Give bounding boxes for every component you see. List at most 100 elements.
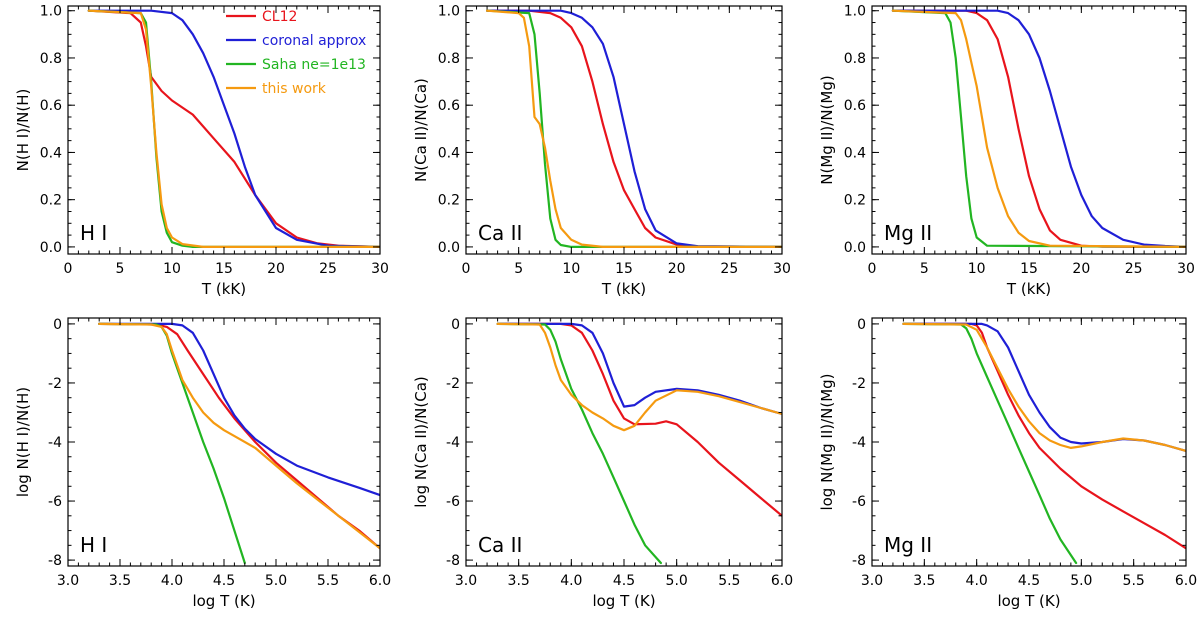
y-tick-label: -8 — [446, 553, 460, 569]
series-line-this-work — [496, 322, 782, 432]
x-tick-label: 25 — [720, 261, 738, 277]
y-tick-label: 0 — [451, 317, 460, 333]
x-tick-label: 20 — [267, 261, 285, 277]
x-tick-label: 3.5 — [109, 573, 131, 589]
series-line-coronal-approx — [98, 322, 380, 497]
y-tick-label: -4 — [852, 435, 866, 451]
series-line-this-work — [891, 9, 1186, 248]
series-line-this-work — [486, 9, 782, 248]
x-tick-label: 20 — [668, 261, 686, 277]
x-tick-label: 4.0 — [560, 573, 582, 589]
y-tick-label: 1.0 — [40, 4, 62, 20]
y-tick-label: -2 — [852, 376, 866, 392]
x-tick-label: 5 — [116, 261, 125, 277]
y-tick-label: 0.0 — [844, 240, 866, 256]
legend-label: this work — [262, 81, 327, 97]
y-axis-title: N(H I)/N(H) — [14, 89, 32, 172]
y-axis-title: N(Mg II)/N(Mg) — [818, 75, 836, 184]
x-tick-label: 0 — [64, 261, 73, 277]
panel-label: H I — [80, 221, 107, 245]
series-line-saha-ne-1e13 — [496, 322, 663, 565]
y-tick-label: -4 — [446, 435, 460, 451]
x-tick-label: 10 — [163, 261, 181, 277]
y-tick-label: -6 — [446, 494, 460, 510]
series-line-saha-ne-1e13 — [902, 322, 1078, 565]
x-axis-title: log T (K) — [192, 592, 255, 610]
y-axis-title: log N(Mg II)/N(Mg) — [818, 373, 836, 510]
y-tick-label: -2 — [446, 376, 460, 392]
legend-label: Saha ne=1e13 — [262, 57, 366, 73]
x-tick-label: 30 — [371, 261, 389, 277]
series-group — [87, 9, 380, 248]
y-axis-title: N(Ca II)/N(Ca) — [412, 78, 430, 182]
y-tick-label: -6 — [48, 494, 62, 510]
series-line-saha-ne-1e13 — [87, 9, 380, 248]
x-axis-title: T (kK) — [1006, 280, 1051, 298]
panel-label: Mg II — [884, 533, 932, 557]
x-tick-label: 5.5 — [1123, 573, 1145, 589]
x-tick-label: 3.0 — [861, 573, 883, 589]
y-tick-label: 0.2 — [438, 193, 460, 209]
y-tick-label: 0.2 — [844, 193, 866, 209]
y-tick-label: 0.8 — [40, 51, 62, 67]
y-tick-label: 0.4 — [40, 145, 62, 161]
y-tick-label: -6 — [852, 494, 866, 510]
x-tick-label: 30 — [773, 261, 791, 277]
series-group — [98, 322, 380, 565]
x-tick-label: 6.0 — [771, 573, 793, 589]
x-tick-label: 3.5 — [508, 573, 530, 589]
series-line-saha-ne-1e13 — [891, 9, 1186, 248]
y-tick-label: 1.0 — [438, 4, 460, 20]
x-tick-label: 15 — [615, 261, 633, 277]
x-axis-title: log T (K) — [592, 592, 655, 610]
y-axis-title: log N(Ca II)/N(Ca) — [412, 376, 430, 507]
x-tick-label: 15 — [1020, 261, 1038, 277]
plot-frame — [465, 317, 783, 567]
x-axis-title: T (kK) — [601, 280, 646, 298]
plot-frame — [465, 5, 783, 255]
series-line-coronal-approx — [496, 322, 782, 416]
series-group — [496, 322, 782, 565]
panel-label: Ca II — [478, 533, 522, 557]
series-group — [902, 322, 1186, 565]
series-line-coronal-approx — [891, 9, 1186, 248]
series-line-saha-ne-1e13 — [98, 322, 246, 565]
series-line-cl12 — [891, 9, 1186, 248]
series-line-cl12 — [486, 9, 782, 248]
y-tick-label: -2 — [48, 376, 62, 392]
x-tick-label: 5.5 — [718, 573, 740, 589]
x-tick-label: 10 — [968, 261, 986, 277]
series-line-cl12 — [902, 322, 1186, 550]
x-tick-label: 10 — [562, 261, 580, 277]
y-tick-label: -4 — [48, 435, 62, 451]
x-tick-label: 5 — [920, 261, 929, 277]
x-tick-label: 5 — [514, 261, 523, 277]
y-tick-label: 0.4 — [844, 145, 866, 161]
plot-frame — [871, 5, 1187, 255]
x-tick-label: 5.0 — [1070, 573, 1092, 589]
x-tick-label: 4.0 — [161, 573, 183, 589]
y-tick-label: 0.0 — [438, 240, 460, 256]
series-line-coronal-approx — [486, 9, 782, 248]
x-tick-label: 3.5 — [913, 573, 935, 589]
panel-hi-linear: 0 5 10 15 20 25 30 0.0 0.2 0.4 0.6 0.8 1.0 T (kK) N(H … — [14, 4, 389, 298]
series-line-cl12 — [87, 9, 380, 248]
y-axis-title: log N(H I)/N(H) — [14, 387, 32, 497]
series-line-this-work — [87, 9, 380, 248]
panel-caii-linear: 0 5 10 15 20 25 30 0.0 0.2 0.4 0.6 0.8 1.0 T (kK) N(Ca… — [412, 4, 791, 298]
panel-mgii-log: 3.0 3.5 4.0 4.5 5.0 5.5 6.0 0 -2 -4 -6 -8 log T (K) l… — [818, 317, 1197, 610]
y-tick-label: 0 — [857, 317, 866, 333]
series-line-this-work — [98, 322, 380, 550]
x-tick-label: 6.0 — [369, 573, 391, 589]
panel-label: H I — [80, 533, 107, 557]
panel-caii-log: 3.0 3.5 4.0 4.5 5.0 5.5 6.0 0 -2 -4 -6 -8 log T (K) l… — [412, 317, 793, 610]
x-tick-label: 30 — [1177, 261, 1195, 277]
x-tick-label: 6.0 — [1175, 573, 1197, 589]
panel-label: Mg II — [884, 221, 932, 245]
panel-hi-log: 3.0 3.5 4.0 4.5 5.0 5.5 6.0 0 -2 -4 -6 -8 log T (K) l… — [14, 317, 391, 610]
y-tick-label: 0.6 — [844, 98, 866, 114]
x-tick-label: 25 — [319, 261, 337, 277]
x-tick-label: 20 — [1072, 261, 1090, 277]
series-line-coronal-approx — [902, 322, 1186, 452]
